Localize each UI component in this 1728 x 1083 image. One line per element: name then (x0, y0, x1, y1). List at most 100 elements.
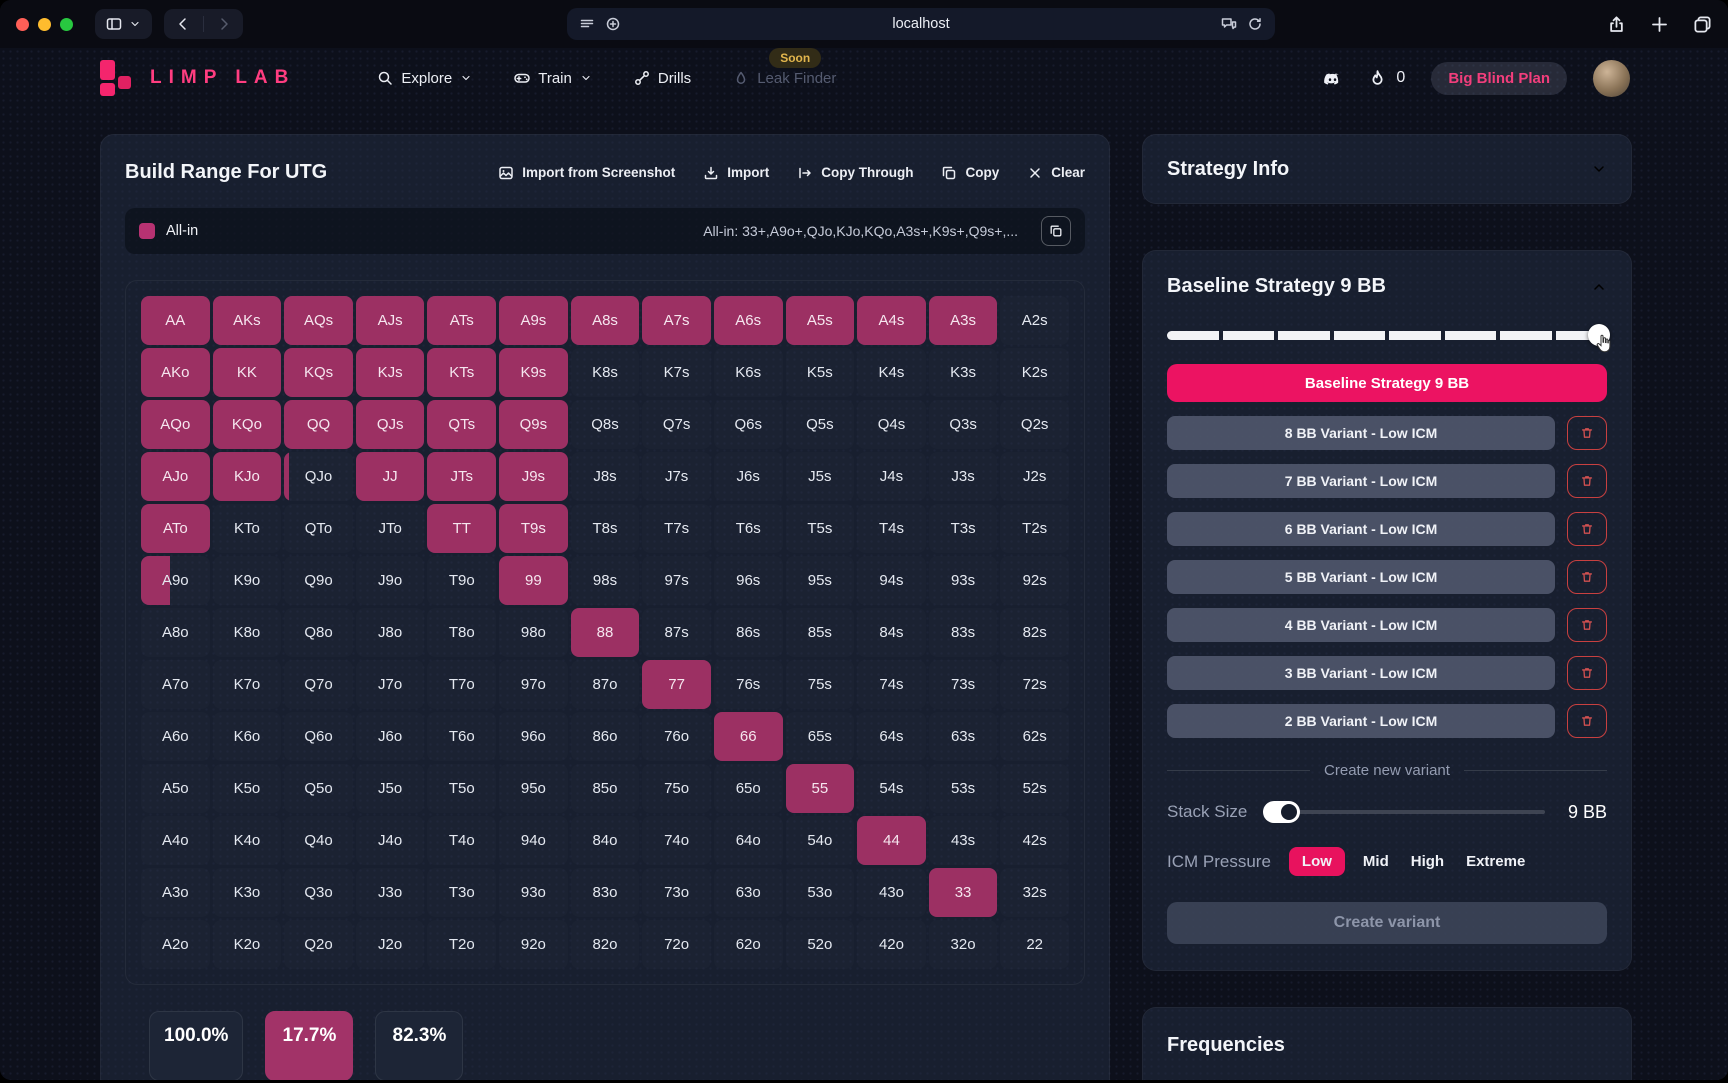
grid-cell-A9o[interactable]: A9o (141, 556, 210, 605)
grid-cell-T5o[interactable]: T5o (427, 764, 496, 813)
grid-cell-A6s[interactable]: A6s (714, 296, 783, 345)
chevron-down-icon[interactable] (1591, 161, 1607, 177)
grid-cell-T4o[interactable]: T4o (427, 816, 496, 865)
delete-variant-button[interactable] (1567, 656, 1607, 690)
minimize-window-button[interactable] (38, 18, 51, 31)
grid-cell-93s[interactable]: 93s (929, 556, 998, 605)
grid-cell-K2o[interactable]: K2o (213, 920, 282, 969)
grid-cell-AKs[interactable]: AKs (213, 296, 282, 345)
grid-cell-J9o[interactable]: J9o (356, 556, 425, 605)
variant-button-6-bb-variant-low-icm[interactable]: 6 BB Variant - Low ICM (1167, 512, 1555, 546)
grid-cell-52o[interactable]: 52o (786, 920, 855, 969)
grid-cell-A8s[interactable]: A8s (571, 296, 640, 345)
grid-cell-Q5o[interactable]: Q5o (284, 764, 353, 813)
grid-cell-32o[interactable]: 32o (929, 920, 998, 969)
grid-cell-KTs[interactable]: KTs (427, 348, 496, 397)
grid-cell-JJ[interactable]: JJ (356, 452, 425, 501)
discord-icon[interactable] (1323, 69, 1342, 88)
grid-cell-A5o[interactable]: A5o (141, 764, 210, 813)
grid-cell-32s[interactable]: 32s (1000, 868, 1069, 917)
grid-cell-84s[interactable]: 84s (857, 608, 926, 657)
grid-cell-T7o[interactable]: T7o (427, 660, 496, 709)
grid-cell-44[interactable]: 44 (857, 816, 926, 865)
grid-cell-43s[interactable]: 43s (929, 816, 998, 865)
grid-cell-83o[interactable]: 83o (571, 868, 640, 917)
grid-cell-95o[interactable]: 95o (499, 764, 568, 813)
grid-cell-52s[interactable]: 52s (1000, 764, 1069, 813)
nav-item-drills[interactable]: Drills (634, 70, 691, 87)
grid-cell-J6o[interactable]: J6o (356, 712, 425, 761)
plan-badge-button[interactable]: Big Blind Plan (1431, 62, 1567, 95)
grid-cell-84o[interactable]: 84o (571, 816, 640, 865)
grid-cell-KJo[interactable]: KJo (213, 452, 282, 501)
nav-item-explore[interactable]: Explore (377, 70, 472, 87)
grid-cell-75s[interactable]: 75s (786, 660, 855, 709)
reader-mode-icon[interactable] (579, 16, 595, 32)
delete-variant-button[interactable] (1567, 512, 1607, 546)
grid-cell-92s[interactable]: 92s (1000, 556, 1069, 605)
copy-range-button[interactable] (1041, 216, 1071, 246)
grid-cell-T8o[interactable]: T8o (427, 608, 496, 657)
grid-cell-65o[interactable]: 65o (714, 764, 783, 813)
grid-cell-K5o[interactable]: K5o (213, 764, 282, 813)
import-button[interactable]: Import (703, 165, 769, 181)
grid-cell-74o[interactable]: 74o (642, 816, 711, 865)
variant-button-4-bb-variant-low-icm[interactable]: 4 BB Variant - Low ICM (1167, 608, 1555, 642)
grid-cell-Q4o[interactable]: Q4o (284, 816, 353, 865)
grid-cell-K6s[interactable]: K6s (714, 348, 783, 397)
grid-cell-98s[interactable]: 98s (571, 556, 640, 605)
streak-counter[interactable]: 0 (1368, 69, 1405, 88)
grid-cell-AJo[interactable]: AJo (141, 452, 210, 501)
grid-cell-A7s[interactable]: A7s (642, 296, 711, 345)
grid-cell-J2s[interactable]: J2s (1000, 452, 1069, 501)
grid-cell-AKo[interactable]: AKo (141, 348, 210, 397)
baseline-strategy-button[interactable]: Baseline Strategy 9 BB (1167, 364, 1607, 402)
grid-cell-Q7o[interactable]: Q7o (284, 660, 353, 709)
grid-cell-43o[interactable]: 43o (857, 868, 926, 917)
grid-cell-AJs[interactable]: AJs (356, 296, 425, 345)
grid-cell-54s[interactable]: 54s (857, 764, 926, 813)
grid-cell-94s[interactable]: 94s (857, 556, 926, 605)
grid-cell-75o[interactable]: 75o (642, 764, 711, 813)
grid-cell-K4o[interactable]: K4o (213, 816, 282, 865)
grid-cell-KQo[interactable]: KQo (213, 400, 282, 449)
grid-cell-53o[interactable]: 53o (786, 868, 855, 917)
avatar[interactable] (1593, 60, 1630, 97)
expand-icon[interactable] (605, 16, 621, 32)
grid-cell-53s[interactable]: 53s (929, 764, 998, 813)
translate-icon[interactable] (1221, 16, 1237, 32)
grid-cell-88[interactable]: 88 (571, 608, 640, 657)
grid-cell-J5o[interactable]: J5o (356, 764, 425, 813)
back-icon[interactable] (175, 16, 191, 32)
grid-cell-82o[interactable]: 82o (571, 920, 640, 969)
grid-cell-85s[interactable]: 85s (786, 608, 855, 657)
grid-cell-A8o[interactable]: A8o (141, 608, 210, 657)
grid-cell-ATo[interactable]: ATo (141, 504, 210, 553)
grid-cell-97o[interactable]: 97o (499, 660, 568, 709)
grid-cell-87s[interactable]: 87s (642, 608, 711, 657)
grid-cell-82s[interactable]: 82s (1000, 608, 1069, 657)
grid-cell-T7s[interactable]: T7s (642, 504, 711, 553)
grid-cell-K3s[interactable]: K3s (929, 348, 998, 397)
grid-cell-Q3o[interactable]: Q3o (284, 868, 353, 917)
clear-button[interactable]: Clear (1027, 165, 1085, 181)
grid-cell-Q5s[interactable]: Q5s (786, 400, 855, 449)
grid-cell-64s[interactable]: 64s (857, 712, 926, 761)
delete-variant-button[interactable] (1567, 608, 1607, 642)
grid-cell-J4s[interactable]: J4s (857, 452, 926, 501)
chevron-up-icon[interactable] (1591, 279, 1607, 295)
import-from-screenshot-button[interactable]: Import from Screenshot (498, 165, 675, 181)
grid-cell-22[interactable]: 22 (1000, 920, 1069, 969)
grid-cell-73o[interactable]: 73o (642, 868, 711, 917)
grid-cell-J7s[interactable]: J7s (642, 452, 711, 501)
grid-cell-KQs[interactable]: KQs (284, 348, 353, 397)
grid-cell-72s[interactable]: 72s (1000, 660, 1069, 709)
grid-cell-A2s[interactable]: A2s (1000, 296, 1069, 345)
icm-option-high[interactable]: High (1407, 847, 1448, 876)
grid-cell-KJs[interactable]: KJs (356, 348, 425, 397)
grid-cell-76o[interactable]: 76o (642, 712, 711, 761)
grid-cell-J4o[interactable]: J4o (356, 816, 425, 865)
grid-cell-Q6s[interactable]: Q6s (714, 400, 783, 449)
delete-variant-button[interactable] (1567, 416, 1607, 450)
grid-cell-K5s[interactable]: K5s (786, 348, 855, 397)
